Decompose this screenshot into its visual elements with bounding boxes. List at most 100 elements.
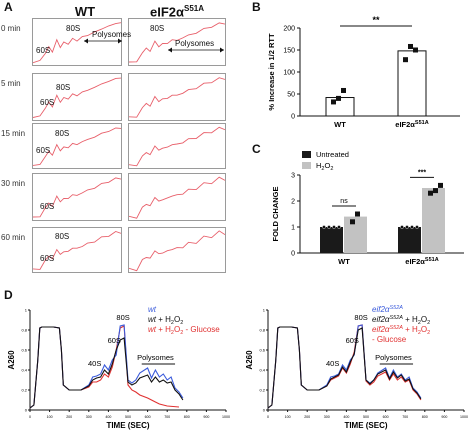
peak-label: 60S [346,336,359,345]
x-tick-label: WT [334,120,346,129]
y-axis-label: % Increase in 1/2 RTT [267,33,276,111]
polysome-trace [32,77,122,118]
trace-box [128,227,226,273]
y-tick-label: 0 [25,408,28,413]
polysome-trace [128,22,226,63]
chart-b-svg: 0 50 100 150 200 % Increase in 1/2 RTT WT eIF2α… [267,15,460,129]
peak-label: 80S [56,83,71,92]
peak-label: 80S [150,24,165,33]
y-axis-label: FOLD CHANGE [271,187,280,242]
data-point [410,225,414,229]
trace-box [32,123,122,169]
chart-c-svg: 0 1 2 3 FOLD CHANGE Untreated H2O2 WT ns eIF2αS51… [271,150,464,266]
x-tick-label: 900 [441,415,447,419]
y-tick-label: 50 [287,92,295,99]
y-tick-label: 0.6 [21,348,27,353]
data-point [341,87,346,93]
polysome-trace [128,126,226,167]
x-tick-label: 1000 [460,415,468,419]
x-tick-label: 600 [383,415,389,419]
data-point [337,225,341,229]
trace-svg [32,77,122,118]
trace-svg [128,230,226,272]
x-tick-label: 400 [105,415,111,419]
trace-svg [128,126,226,167]
trace-svg [32,231,122,270]
polysome-trace [128,176,226,219]
polysome-trace [32,22,122,64]
peak-label: 80S [66,24,81,33]
legend-label: wt [148,305,157,314]
panel-letter-d: D [4,288,13,302]
panel-letter-c: C [252,142,261,156]
x-tick-label: 100 [47,415,53,419]
x-tick-label: 800 [184,415,190,419]
x-axis-label: TIME (SEC) [344,421,387,430]
data-point [415,225,419,229]
legend-label: eif2αS52A [372,305,403,314]
x-tick-label: 800 [422,415,428,419]
bar [398,227,421,253]
polysome-trace [128,230,226,272]
x-tick-label: 300 [86,415,92,419]
x-tick-label: 600 [145,415,151,419]
polysome-arrow-layer [84,38,224,53]
x-tick-label: 400 [343,415,349,419]
trace-svg [32,22,122,64]
data-point [331,99,336,105]
x-tick-label: 100 [285,415,291,419]
data-point [438,182,443,188]
data-point [336,95,341,101]
x-tick-label: 500 [125,415,131,419]
data-point [350,219,355,225]
series-line [267,326,422,409]
x-tick-label: 300 [324,415,330,419]
y-tick-label: 150 [283,48,295,55]
peak-label: 60S [108,336,121,345]
y-tick-label: 0.2 [259,388,265,393]
data-point [403,57,408,63]
legend-label: wt + H2O2 - Glucose [148,325,220,336]
y-tick-label: 2 [291,199,295,206]
polysome-trace [32,231,122,270]
y-tick-label: 0.4 [21,368,27,373]
data-point [428,190,433,196]
y-tick-label: 0 [263,408,266,413]
peak-label: Polysomes [137,353,174,362]
trace-box [128,18,226,66]
y-tick-label: 100 [283,70,295,77]
legend-label: H2O2 [316,161,333,172]
x-tick-label: WT [338,257,350,266]
significance-label: ns [340,198,348,205]
peak-label: 60S [40,254,55,263]
legend-label: Untreated [316,150,349,159]
bar [320,227,343,253]
x-tick-label: 0 [29,415,31,419]
chart-d-svg: 0 100 200 300 400 500 600 700 800 900 100000.20.40… [7,305,468,430]
y-tick-label: 3 [291,173,295,180]
trace-svg [128,22,226,63]
data-point [400,225,404,229]
series-line [29,324,184,409]
y-tick-label: 200 [283,26,295,33]
data-point [433,188,438,194]
trace-svg [128,77,226,118]
y-tick-label: 0.8 [21,328,27,333]
y-tick-label: 1 [263,308,266,313]
time-label: 0 min [1,24,21,33]
panel-letter-b: B [252,0,261,14]
y-tick-label: 0.2 [21,388,27,393]
panel-letter-a: A [4,0,13,14]
trace-svg [32,177,122,218]
y-axis-label: A260 [7,350,16,370]
peak-label: 40S [326,359,339,368]
data-point [413,47,418,53]
trace-box [32,18,122,66]
data-point [405,225,409,229]
peak-label: 60S [40,98,55,107]
peak-label: 40S [88,359,101,368]
y-tick-label: 0 [291,251,295,258]
peak-label: 80S [55,129,70,138]
polysome-arrowhead [84,38,122,44]
bar [344,216,367,253]
